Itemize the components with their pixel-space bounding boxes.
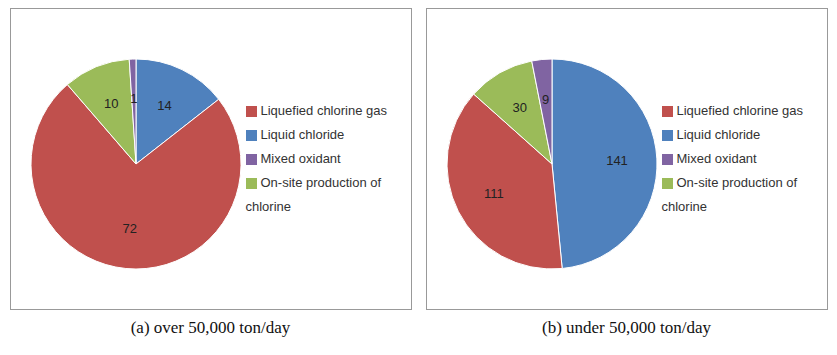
html-text:Liquefied chlorine gas: Liquefied chlorine gas: [260, 103, 387, 118]
html-text:Liquefied chlorine gas: Liquefied chlorine gas: [676, 103, 803, 118]
html-text:Mixed oxidant: Mixed oxidant: [260, 151, 341, 166]
html-text:On-site production of chlorine: On-site production of chlorine: [661, 175, 798, 214]
svg-text:72: 72: [122, 221, 136, 236]
svg-text:141: 141: [606, 153, 628, 168]
svg-text:9: 9: [542, 92, 549, 107]
html-text:Liquid chloride: Liquid chloride: [676, 127, 761, 142]
svg-text:30: 30: [512, 100, 526, 115]
html-text:Mixed oxidant: Mixed oxidant: [676, 151, 757, 166]
html-text:(b) under 50,000 ton/day: (b) under 50,000 ton/day: [542, 318, 711, 337]
svg-text:1: 1: [130, 91, 137, 106]
svg-text:111: 111: [484, 186, 504, 201]
html-text:(a) over 50,000 ton/day: (a) over 50,000 ton/day: [130, 318, 291, 337]
svg-text:14: 14: [157, 98, 171, 113]
html-text:Liquid chloride: Liquid chloride: [260, 127, 345, 142]
html-text:On-site production of chlorine: On-site production of chlorine: [245, 175, 382, 214]
svg-text:10: 10: [104, 96, 118, 111]
